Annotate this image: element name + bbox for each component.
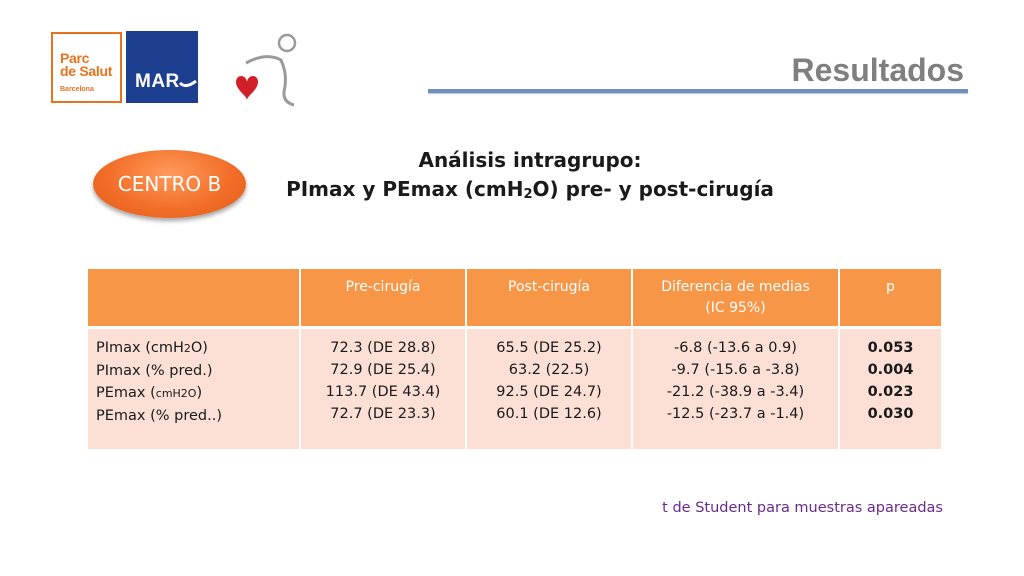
post-value: 92.5 (DE 24.7) bbox=[496, 383, 602, 400]
table-header-row: Pre-cirugía Post-cirugía Diferencia de m… bbox=[88, 269, 941, 329]
label-pemax-cmh2o: PEmax (cmH2O) bbox=[96, 384, 203, 401]
header-empty bbox=[88, 269, 301, 329]
label-pemax-pred: PEmax (% pred..) bbox=[96, 407, 222, 424]
diff-value: -12.5 (-23.7 a -1.4) bbox=[666, 405, 805, 422]
pre-value: 72.7 (DE 23.3) bbox=[330, 405, 436, 422]
parc-de-salut-logo: Parc de Salut Barcelona bbox=[51, 32, 122, 103]
results-table: Pre-cirugía Post-cirugía Diferencia de m… bbox=[88, 269, 941, 449]
header-diff-line2: (IC 95%) bbox=[705, 300, 766, 316]
title-underline bbox=[428, 89, 968, 93]
mar-wave-icon bbox=[178, 79, 197, 88]
header-pre: Pre-cirugía bbox=[300, 269, 467, 329]
analysis-heading: Análisis intragrupo: PImax y PEmax (cmH2… bbox=[270, 146, 790, 209]
table-row: PImax (cmH2O) PImax (% pred.) PEmax (cmH… bbox=[88, 327, 941, 449]
center-badge-label: CENTRO B bbox=[117, 172, 222, 196]
pre-value: 72.3 (DE 28.8) bbox=[330, 339, 436, 356]
heading-line2-a: PImax y PEmax (cmH bbox=[286, 177, 524, 201]
p-value: 0.004 bbox=[867, 361, 914, 378]
label-pimax-pred: PImax (% pred.) bbox=[96, 362, 213, 379]
diff-value: -9.7 (-15.6 a -3.8) bbox=[671, 361, 800, 378]
label-cell: PImax (cmH2O) PImax (% pred.) PEmax (cmH… bbox=[88, 327, 301, 449]
heading-line2: PImax y PEmax (cmH2O) pre- y post-cirugí… bbox=[270, 175, 790, 209]
diff-value: -21.2 (-38.9 a -3.4) bbox=[666, 383, 805, 400]
heading-line1: Análisis intragrupo: bbox=[418, 148, 642, 172]
header-p: p bbox=[839, 269, 941, 329]
header-diff-line1: Diferencia de medias bbox=[661, 279, 810, 295]
post-value: 60.1 (DE 12.6) bbox=[496, 405, 602, 422]
label-unit: cmH2O bbox=[155, 386, 197, 400]
diff-value: -6.8 (-13.6 a 0.9) bbox=[674, 339, 797, 356]
label-pimax-cmh2o: PImax (cmH2O) bbox=[96, 339, 208, 356]
diff-cell: -6.8 (-13.6 a 0.9) -9.7 (-15.6 a -3.8) -… bbox=[632, 327, 840, 449]
header-post: Post-cirugía bbox=[466, 269, 633, 329]
page-title: Resultados bbox=[791, 52, 964, 88]
p-cell: 0.053 0.004 0.023 0.030 bbox=[839, 327, 941, 449]
pre-cell: 72.3 (DE 28.8) 72.9 (DE 25.4) 113.7 (DE … bbox=[300, 327, 467, 449]
post-value: 65.5 (DE 25.2) bbox=[496, 339, 602, 356]
parc-logo-line1: Parc bbox=[60, 50, 90, 66]
mar-logo-text: MAR bbox=[135, 71, 180, 93]
parc-logo-text: Parc de Salut bbox=[60, 50, 113, 79]
center-badge: CENTRO B bbox=[93, 150, 246, 218]
mar-logo: MAR bbox=[126, 31, 198, 103]
pre-value: 113.7 (DE 43.4) bbox=[325, 383, 441, 400]
parc-logo-line2: de Salut bbox=[60, 63, 113, 79]
footnote: t de Student para muestras apareadas bbox=[662, 500, 943, 516]
heading-line2-b: O) pre- y post-cirugía bbox=[532, 177, 774, 201]
header-diff: Diferencia de medias (IC 95%) bbox=[632, 269, 840, 329]
post-cell: 65.5 (DE 25.2) 63.2 (22.5) 92.5 (DE 24.7… bbox=[466, 327, 633, 449]
parc-logo-city: Barcelona bbox=[60, 86, 94, 93]
mar-logo-word: MAR bbox=[135, 71, 180, 92]
heading-line2-sub: 2 bbox=[523, 187, 533, 202]
p-value: 0.053 bbox=[867, 339, 914, 356]
heart-figure-icon bbox=[236, 33, 297, 107]
pre-value: 72.9 (DE 25.4) bbox=[330, 361, 436, 378]
post-value: 63.2 (22.5) bbox=[508, 361, 590, 378]
p-value: 0.030 bbox=[867, 405, 914, 422]
label-sub: 2 bbox=[183, 341, 191, 355]
p-value: 0.023 bbox=[867, 383, 914, 400]
